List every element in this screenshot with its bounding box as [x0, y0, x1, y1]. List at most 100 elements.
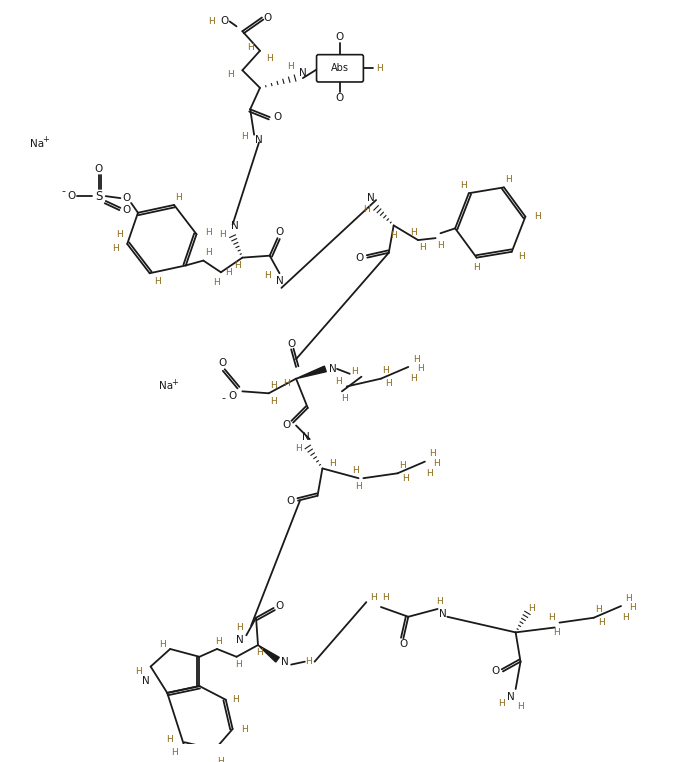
Text: O: O: [282, 421, 290, 431]
Text: H: H: [216, 637, 222, 645]
Text: H: H: [171, 748, 178, 757]
Text: O: O: [228, 391, 237, 402]
Text: H: H: [205, 248, 212, 258]
Text: H: H: [355, 482, 362, 491]
Text: H: H: [534, 212, 540, 221]
Text: O: O: [122, 205, 130, 215]
Text: H: H: [352, 466, 359, 475]
Text: H: H: [220, 229, 226, 239]
Text: O: O: [275, 601, 283, 611]
FancyBboxPatch shape: [317, 55, 363, 82]
Text: N: N: [302, 432, 310, 442]
Text: H: H: [528, 604, 535, 613]
Text: H: H: [351, 367, 358, 376]
Text: H: H: [336, 377, 342, 386]
Text: H: H: [116, 229, 123, 239]
Polygon shape: [296, 366, 326, 379]
Text: H: H: [166, 735, 173, 744]
Text: H: H: [473, 263, 480, 272]
Text: O: O: [287, 338, 296, 348]
Text: H: H: [213, 277, 220, 287]
Text: H: H: [305, 657, 312, 666]
Text: H: H: [498, 699, 505, 708]
Text: O: O: [122, 193, 130, 203]
Text: H: H: [236, 623, 243, 632]
Text: H: H: [426, 469, 433, 478]
Text: H: H: [410, 374, 416, 383]
Text: -: -: [222, 393, 226, 403]
Text: O: O: [273, 112, 281, 122]
Text: H: H: [598, 618, 605, 627]
Text: H: H: [227, 69, 234, 78]
Text: H: H: [159, 639, 165, 648]
Text: H: H: [218, 757, 224, 762]
Text: H: H: [629, 604, 636, 613]
Text: H: H: [410, 228, 416, 237]
Text: H: H: [436, 597, 443, 606]
Text: H: H: [266, 54, 273, 63]
Text: H: H: [433, 459, 440, 468]
Text: H: H: [207, 17, 214, 26]
Text: N: N: [235, 636, 243, 645]
Text: H: H: [342, 394, 348, 402]
Text: O: O: [355, 253, 363, 263]
Text: H: H: [626, 594, 632, 603]
Text: H: H: [154, 277, 161, 286]
Text: H: H: [234, 261, 241, 270]
Text: H: H: [363, 205, 370, 214]
Text: H: H: [376, 64, 382, 73]
Text: O: O: [221, 17, 229, 27]
Text: H: H: [595, 606, 602, 614]
Text: H: H: [505, 175, 512, 184]
Text: +: +: [42, 135, 49, 144]
Text: N: N: [255, 135, 263, 145]
Text: H: H: [271, 381, 277, 390]
Text: O: O: [336, 93, 344, 103]
Text: H: H: [271, 396, 277, 405]
Text: H: H: [518, 252, 525, 261]
Text: O: O: [275, 227, 283, 237]
Text: H: H: [283, 379, 290, 388]
Text: H: H: [429, 450, 436, 458]
Text: N: N: [367, 193, 375, 203]
Text: N: N: [275, 276, 283, 286]
Text: H: H: [205, 228, 212, 237]
Text: H: H: [256, 648, 263, 658]
Text: H: H: [517, 702, 524, 711]
Text: O: O: [399, 639, 407, 649]
Text: H: H: [241, 725, 247, 734]
Text: O: O: [68, 191, 76, 201]
Text: N: N: [330, 364, 337, 374]
Text: O: O: [264, 12, 272, 23]
Text: O: O: [219, 358, 227, 368]
Text: H: H: [176, 193, 182, 202]
Text: H: H: [413, 354, 420, 363]
Text: H: H: [235, 660, 242, 669]
Text: N: N: [439, 609, 446, 619]
Text: H: H: [247, 43, 254, 53]
Text: H: H: [225, 267, 232, 277]
Text: O: O: [336, 32, 344, 42]
Text: S: S: [95, 190, 102, 203]
Text: H: H: [437, 242, 444, 251]
Polygon shape: [258, 645, 279, 662]
Text: H: H: [136, 667, 142, 676]
Text: Abs: Abs: [331, 63, 349, 73]
Text: H: H: [112, 245, 119, 253]
Text: H: H: [402, 474, 409, 482]
Text: H: H: [553, 628, 560, 637]
Text: H: H: [241, 132, 247, 141]
Text: H: H: [370, 593, 376, 602]
Text: N: N: [231, 222, 239, 232]
Text: H: H: [416, 364, 423, 373]
Text: N: N: [507, 692, 515, 702]
Text: N: N: [281, 657, 290, 667]
Text: H: H: [264, 271, 271, 280]
Text: N: N: [299, 68, 306, 78]
Text: O: O: [286, 495, 294, 506]
Text: H: H: [382, 593, 389, 602]
Text: H: H: [391, 231, 397, 240]
Text: H: H: [232, 695, 239, 704]
Text: H: H: [622, 613, 629, 623]
Text: Na: Na: [30, 139, 44, 149]
